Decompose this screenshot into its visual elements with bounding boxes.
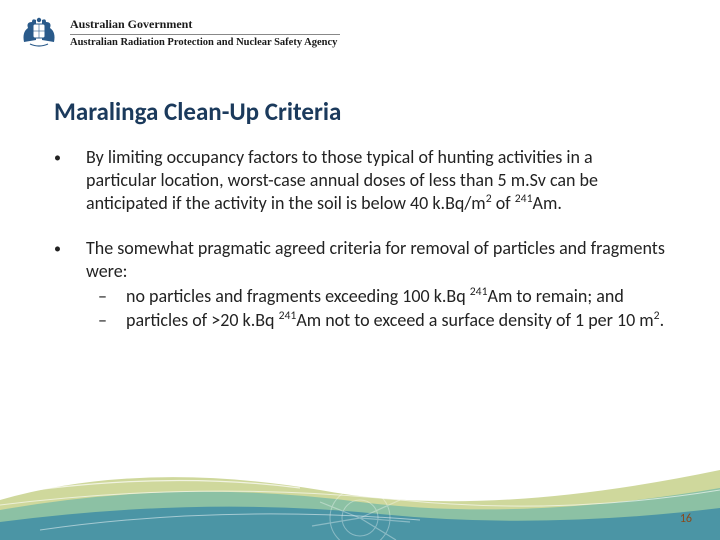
- sub-mark: –: [98, 285, 126, 308]
- bullet-text: The somewhat pragmatic agreed criteria f…: [86, 237, 666, 332]
- gov-header: Australian Government Australian Radiati…: [18, 14, 340, 50]
- page-number: 16: [680, 512, 692, 526]
- gov-name: Australian Government: [70, 17, 340, 35]
- slide-title: Maralinga Clean-Up Criteria: [54, 96, 341, 127]
- bullet-text: By limiting occupancy factors to those t…: [86, 146, 666, 215]
- bullet-mark: •: [54, 237, 86, 332]
- sub-text: particles of >20 k.Bq 241Am not to excee…: [126, 309, 666, 332]
- bullet-mark: •: [54, 146, 86, 215]
- sub-item: – particles of >20 k.Bq 241Am not to exc…: [86, 309, 666, 332]
- sub-list: – no particles and fragments exceeding 1…: [86, 285, 666, 332]
- agency-name: Australian Radiation Protection and Nucl…: [70, 37, 340, 48]
- slide-content: • By limiting occupancy factors to those…: [54, 146, 666, 354]
- sub-mark: –: [98, 309, 126, 332]
- coat-of-arms-icon: [18, 14, 60, 50]
- bullet-item: • By limiting occupancy factors to those…: [54, 146, 666, 215]
- bullet-lead: The somewhat pragmatic agreed criteria f…: [86, 237, 665, 282]
- bullet-item: • The somewhat pragmatic agreed criteria…: [54, 237, 666, 332]
- header-text: Australian Government Australian Radiati…: [70, 17, 340, 48]
- sub-text: no particles and fragments exceeding 100…: [126, 285, 666, 308]
- footer-decoration: [0, 430, 720, 540]
- sub-item: – no particles and fragments exceeding 1…: [86, 285, 666, 308]
